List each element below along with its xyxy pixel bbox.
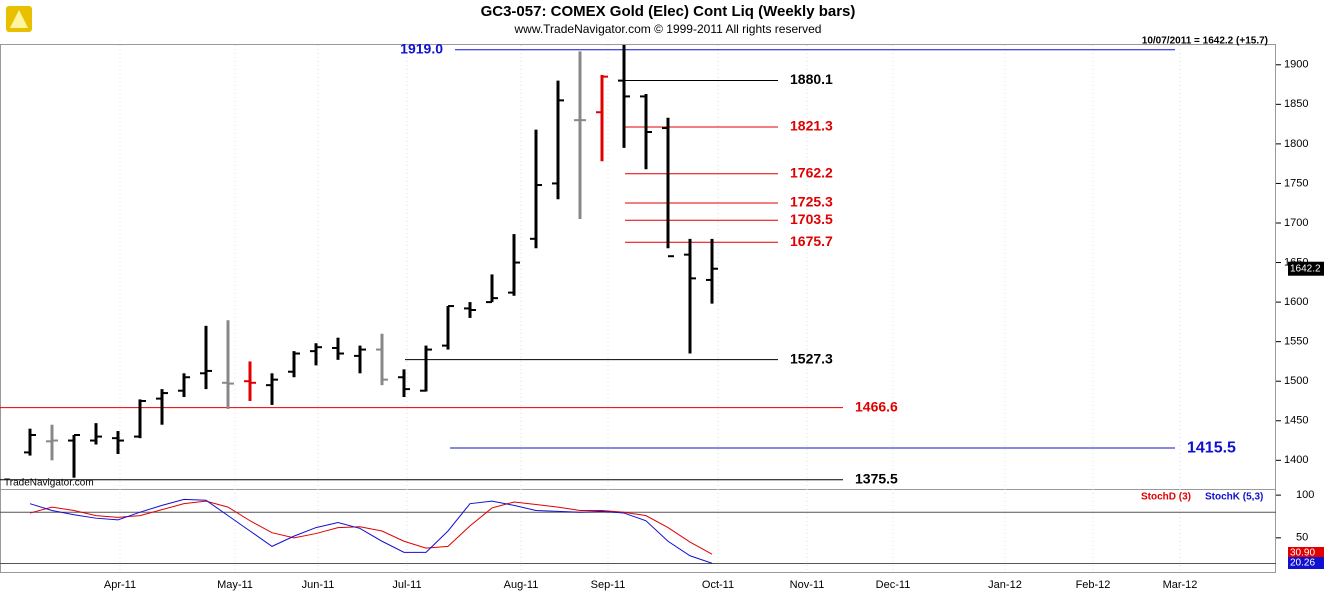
level-label: 1821.3 (790, 118, 833, 134)
x-tick-label: Apr-11 (104, 579, 136, 591)
y-tick-label: 1550 (1284, 336, 1308, 348)
last-price-box (1288, 261, 1324, 276)
level-label: 1762.2 (790, 164, 833, 180)
legend-entry: StochD (3) (1141, 492, 1191, 503)
level-label: 1415.5 (1187, 439, 1236, 456)
y-tick-label: 1450 (1284, 415, 1308, 427)
stoch-last-box (1288, 557, 1324, 569)
x-tick-label: Feb-12 (1076, 579, 1111, 591)
x-tick-label: Sep-11 (591, 579, 626, 591)
x-tick-label: Mar-12 (1163, 579, 1198, 591)
y-tick-label: 1700 (1284, 217, 1308, 229)
y-tick-label: 1400 (1284, 454, 1308, 466)
x-tick-label: Jun-11 (302, 579, 335, 591)
stoch-panel (0, 489, 1276, 573)
legend-entry: StochK (5,3) (1205, 492, 1263, 503)
y-tick-label: 1500 (1284, 375, 1308, 387)
level-label: 1375.5 (855, 470, 898, 486)
chart-subtitle: www.TradeNavigator.com © 1999-2011 All r… (514, 22, 822, 36)
stoch-y-tick-label: 100 (1296, 489, 1314, 501)
last-price-label: 1642.2 (1290, 263, 1321, 274)
level-label: 1527.3 (790, 350, 833, 366)
stoch-line (29, 498, 713, 564)
y-tick-label: 1800 (1284, 138, 1308, 150)
chart-title: GC3-057: COMEX Gold (Elec) Cont Liq (Wee… (481, 3, 856, 20)
header-note: 10/07/2011 = 1642.2 (+15.7) (1142, 36, 1268, 47)
y-tick-label: 1900 (1284, 59, 1308, 71)
level-label: 1675.7 (790, 233, 833, 249)
watermark: TradeNavigator.com (4, 478, 94, 489)
x-tick-label: Jul-11 (392, 579, 421, 591)
stoch-last-label: 30.90 (1290, 548, 1315, 559)
y-tick-label: 1850 (1284, 98, 1308, 110)
x-tick-label: Aug-11 (504, 579, 539, 591)
x-tick-label: Nov-11 (790, 579, 825, 591)
level-label: 1880.1 (790, 71, 833, 87)
x-tick-label: Oct-11 (702, 579, 734, 591)
stoch-line (29, 500, 713, 555)
level-label: 1703.5 (790, 211, 833, 227)
x-tick-label: Dec-11 (876, 579, 911, 591)
stoch-last-label: 20.26 (1290, 558, 1315, 569)
x-tick-label: May-11 (217, 579, 253, 591)
y-tick-label: 1600 (1284, 296, 1308, 308)
logo (6, 6, 32, 32)
level-label: 1466.6 (855, 398, 898, 414)
x-tick-label: Jan-12 (988, 579, 1022, 591)
stoch-y-tick-label: 50 (1296, 532, 1308, 544)
y-tick-label: 1750 (1284, 177, 1308, 189)
level-label: 1725.3 (790, 194, 833, 210)
level-label: 1919.0 (400, 40, 443, 56)
stoch-last-box (1288, 547, 1324, 559)
